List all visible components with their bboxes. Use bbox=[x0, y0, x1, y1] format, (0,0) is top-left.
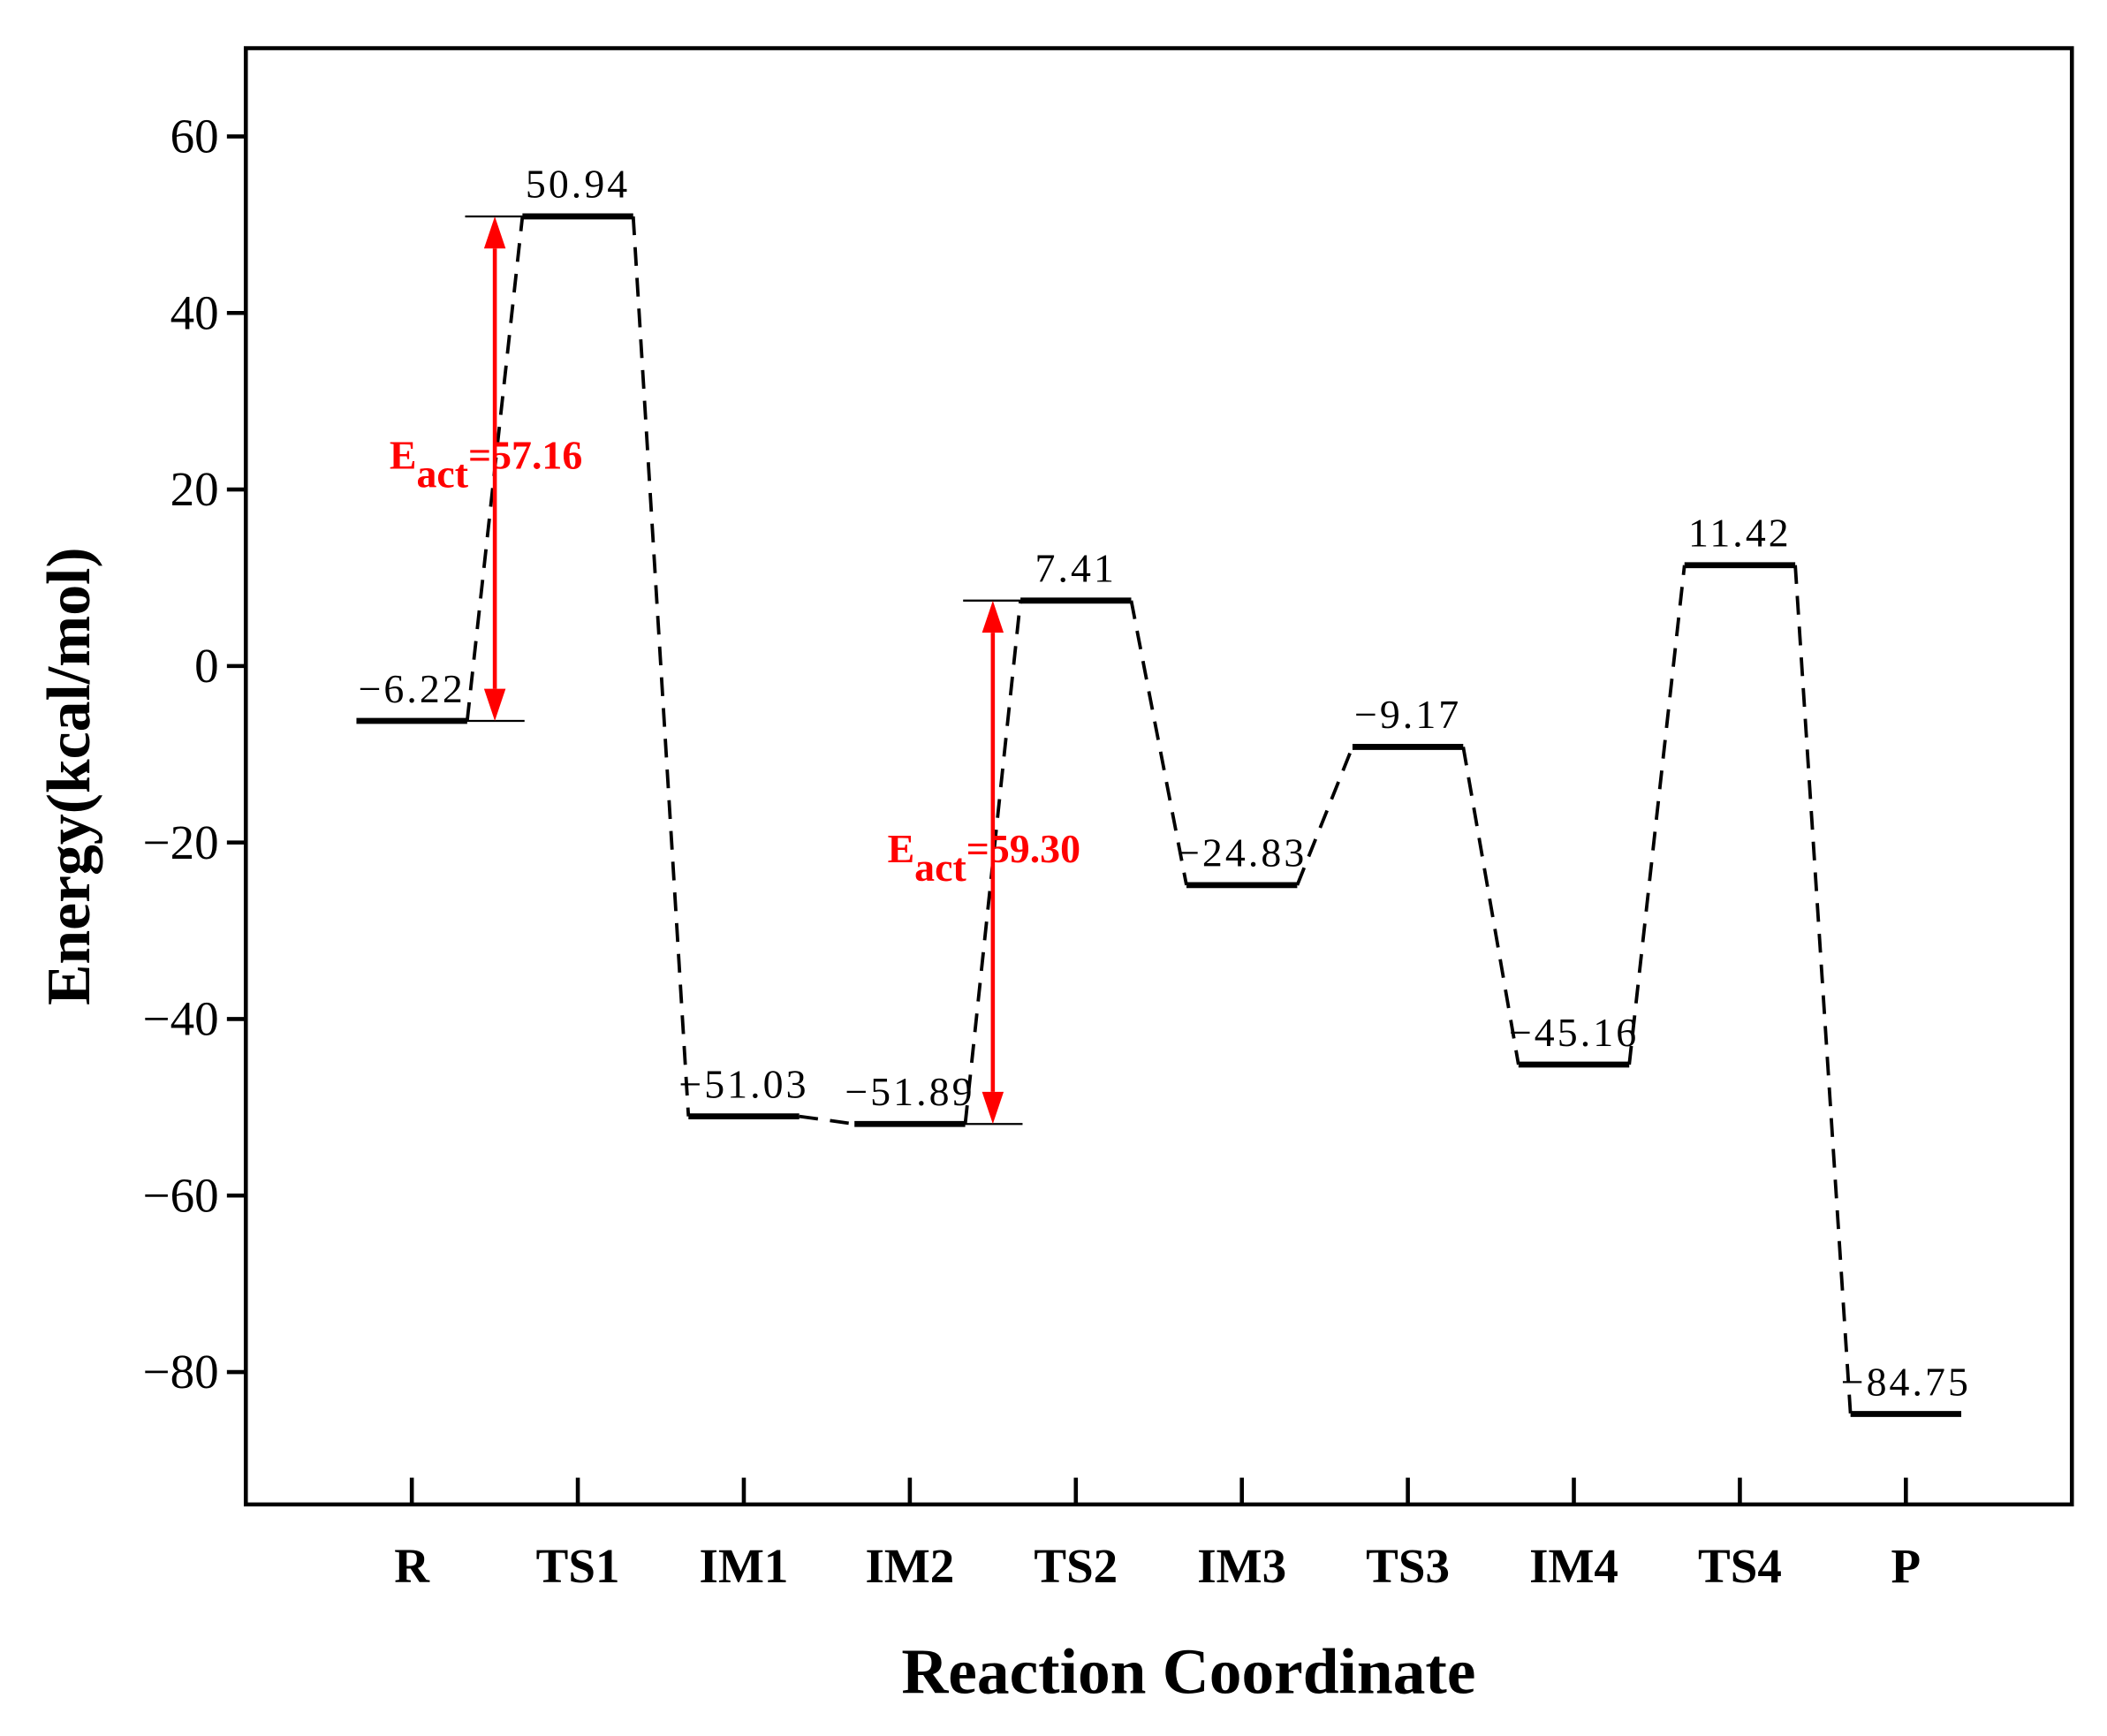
annotation-subscript: act bbox=[914, 845, 966, 890]
value-label: −24.83 bbox=[1177, 830, 1307, 876]
x-tick-label: IM4 bbox=[1529, 1539, 1618, 1593]
x-tick-label: IM3 bbox=[1197, 1539, 1286, 1593]
y-tick-label: 40 bbox=[171, 286, 219, 340]
connector bbox=[1461, 747, 1520, 1065]
x-tick-label: IM2 bbox=[865, 1539, 954, 1593]
y-tick-label: −80 bbox=[143, 1345, 219, 1399]
arrow-head bbox=[483, 688, 506, 721]
value-label: −51.03 bbox=[678, 1062, 808, 1107]
x-axis-title: Reaction Coordinate bbox=[901, 1636, 1475, 1708]
y-tick-label: 20 bbox=[171, 462, 219, 516]
x-tick-label: TS2 bbox=[1034, 1539, 1118, 1593]
x-tick-label: IM1 bbox=[700, 1539, 789, 1593]
x-tick-label: R bbox=[394, 1539, 430, 1593]
x-tick-label: TS4 bbox=[1698, 1539, 1782, 1593]
arrow-head bbox=[981, 1091, 1004, 1125]
connector bbox=[1627, 565, 1686, 1065]
value-label: −6.22 bbox=[358, 666, 465, 711]
x-tick-label: P bbox=[1891, 1539, 1921, 1593]
y-tick-label: −20 bbox=[143, 815, 219, 869]
connector bbox=[1129, 600, 1188, 886]
plot-frame bbox=[243, 46, 2074, 1507]
y-tick-label: −40 bbox=[143, 992, 219, 1046]
annotation-subscript: act bbox=[416, 451, 468, 497]
y-tick-label: 60 bbox=[171, 110, 219, 163]
value-label: −84.75 bbox=[1841, 1359, 1971, 1404]
annotation-text: =57.16 bbox=[468, 433, 582, 478]
connector bbox=[631, 216, 691, 1117]
y-tick-label: 0 bbox=[194, 639, 219, 693]
connector bbox=[1295, 746, 1354, 886]
arrow-head bbox=[981, 600, 1004, 633]
value-label: −51.89 bbox=[845, 1069, 974, 1114]
annotation: Eact=59.30 bbox=[888, 826, 1080, 890]
annotation-text: =59.30 bbox=[966, 826, 1080, 871]
connector bbox=[1793, 565, 1853, 1414]
value-label: 7.41 bbox=[1035, 546, 1117, 591]
annotation-symbol: E bbox=[888, 826, 915, 871]
value-label: −45.16 bbox=[1509, 1010, 1639, 1055]
y-tick-label: −60 bbox=[143, 1169, 219, 1223]
y-axis-title: Energy(kcal/mol) bbox=[35, 547, 103, 1005]
value-label: 50.94 bbox=[526, 162, 630, 207]
value-label: −9.17 bbox=[1354, 692, 1461, 737]
x-tick-label: TS1 bbox=[536, 1539, 620, 1593]
annotation: Eact=57.16 bbox=[390, 433, 582, 497]
arrow-head bbox=[483, 216, 506, 249]
connector bbox=[799, 1114, 855, 1126]
annotation-symbol: E bbox=[390, 433, 417, 478]
x-tick-label: TS3 bbox=[1366, 1539, 1450, 1593]
value-label: 11.42 bbox=[1688, 511, 1792, 556]
